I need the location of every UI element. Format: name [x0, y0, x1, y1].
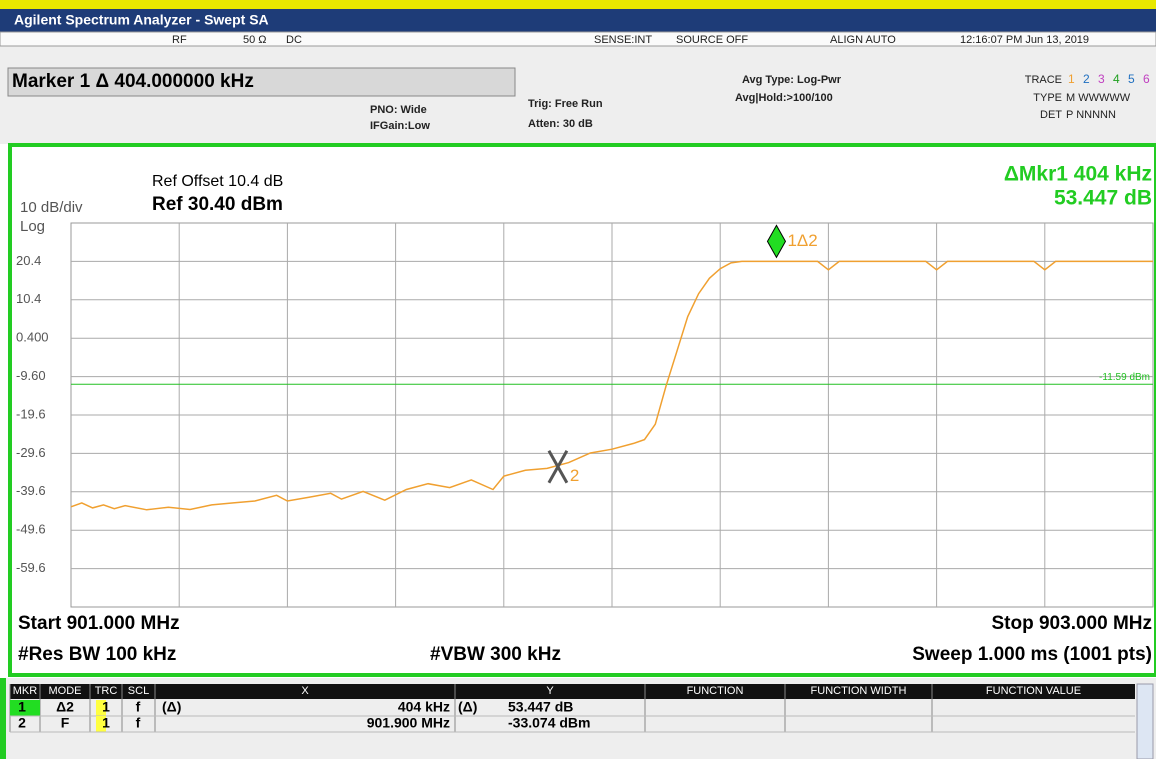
det-label: DET	[1040, 109, 1062, 121]
trace-number: 6	[1143, 72, 1150, 86]
y-tick-label: -39.6	[16, 483, 46, 498]
ref-offset: Ref Offset 10.4 dB	[152, 173, 283, 190]
trace-number: 3	[1098, 72, 1105, 86]
vbw: #VBW 300 kHz	[430, 644, 561, 665]
column-header: FUNCTION VALUE	[986, 685, 1081, 697]
y-tick-label: 0.400	[16, 330, 49, 345]
marker-diamond	[766, 224, 787, 259]
cell-trc: 1	[102, 699, 110, 715]
window-title: Agilent Spectrum Analyzer - Swept SA	[14, 12, 269, 28]
top-band	[0, 0, 1156, 9]
y-tick-label: -19.6	[16, 406, 46, 421]
trig: Trig: Free Run	[528, 98, 603, 110]
avg-hold: Avg|Hold:>100/100	[735, 92, 833, 104]
atten: Atten: 30 dB	[528, 118, 593, 130]
column-header: MKR	[13, 685, 38, 697]
column-header: TRC	[95, 685, 118, 697]
y-tick-label: -29.6	[16, 445, 46, 460]
marker-box	[7, 67, 516, 97]
title-bar	[0, 9, 1156, 32]
cell-scl: f	[136, 715, 141, 731]
active-marker-cell	[10, 700, 40, 716]
status-rf: RF	[172, 34, 187, 46]
cell-scl: f	[136, 699, 141, 715]
delta-value: 53.447 dB	[1054, 187, 1152, 210]
display-frame	[8, 143, 1156, 677]
column-header: X	[301, 685, 309, 697]
ifgain: IFGain:Low	[370, 120, 430, 132]
trace-number: 5	[1128, 72, 1135, 86]
status-source: SOURCE OFF	[676, 34, 748, 46]
type-label: TYPE	[1033, 92, 1062, 104]
cell-mode: F	[61, 715, 70, 731]
marker-x	[547, 450, 569, 484]
status-align: ALIGN AUTO	[830, 34, 896, 46]
table-header	[10, 684, 1135, 699]
trace	[70, 260, 1153, 511]
column-header: Y	[546, 685, 554, 697]
y-tick-label: 10.4	[16, 291, 41, 306]
delta-marker: ΔMkr1 404 kHz	[1004, 163, 1152, 186]
start-freq: Start 901.000 MHz	[18, 613, 180, 634]
status-strip	[0, 31, 1156, 47]
log: Log	[20, 218, 45, 235]
cell-mkr: 2	[18, 715, 26, 731]
cell-trc: 1	[102, 715, 110, 731]
cell-mkr: 1	[18, 699, 26, 715]
stop-freq: Stop 903.000 MHz	[992, 613, 1153, 634]
pno: PNO: Wide	[370, 104, 427, 116]
y-tick-label: -9.60	[16, 368, 46, 383]
scrollbar	[1136, 683, 1154, 760]
cell-x: 901.900 MHz	[367, 715, 450, 731]
table-edge	[0, 678, 6, 759]
trace-number: 1	[1068, 72, 1075, 86]
status-coupling: DC	[286, 34, 302, 46]
ref-level: Ref 30.40 dBm	[152, 194, 283, 215]
det-value: P NNNNN	[1066, 109, 1116, 121]
trc-cell	[96, 716, 106, 732]
marker-label: 1Δ2	[787, 231, 817, 250]
cell-y: -33.074 dBm	[508, 715, 590, 731]
cell-x: 404 kHz	[398, 699, 450, 715]
rbw: #Res BW 100 kHz	[18, 644, 176, 665]
cell-x-ref: (Δ)	[162, 699, 181, 715]
trace-number: 2	[1083, 72, 1090, 86]
column-header: FUNCTION WIDTH	[811, 685, 907, 697]
cell-y-ref: (Δ)	[458, 699, 477, 715]
column-header: SCL	[128, 685, 149, 697]
type-value: M WWWWW	[1066, 92, 1131, 104]
y-tick-label: 20.4	[16, 253, 41, 268]
trc-cell	[96, 700, 106, 716]
y-tick-label: -49.6	[16, 522, 46, 537]
display-line-label: -11.59 dBm	[1099, 372, 1150, 383]
y-tick-label: -59.6	[16, 560, 46, 575]
scale: 10 dB/div	[20, 199, 83, 216]
trace-number: 4	[1113, 72, 1120, 86]
cell-mode: Δ2	[56, 699, 74, 715]
cell-y: 53.447 dB	[508, 699, 573, 715]
marker-readout: Marker 1 Δ 404.000000 kHz	[12, 71, 254, 92]
column-header: FUNCTION	[687, 685, 744, 697]
column-header: MODE	[49, 685, 82, 697]
trace-label: TRACE	[1025, 74, 1062, 86]
marker-label: 2	[570, 466, 579, 485]
sweep: Sweep 1.000 ms (1001 pts)	[912, 644, 1152, 665]
status-datetime: 12:16:07 PM Jun 13, 2019	[960, 34, 1089, 46]
avg-type: Avg Type: Log-Pwr	[742, 74, 842, 86]
status-impedance: 50 Ω	[243, 34, 267, 46]
status-sense: SENSE:INT	[594, 34, 652, 46]
